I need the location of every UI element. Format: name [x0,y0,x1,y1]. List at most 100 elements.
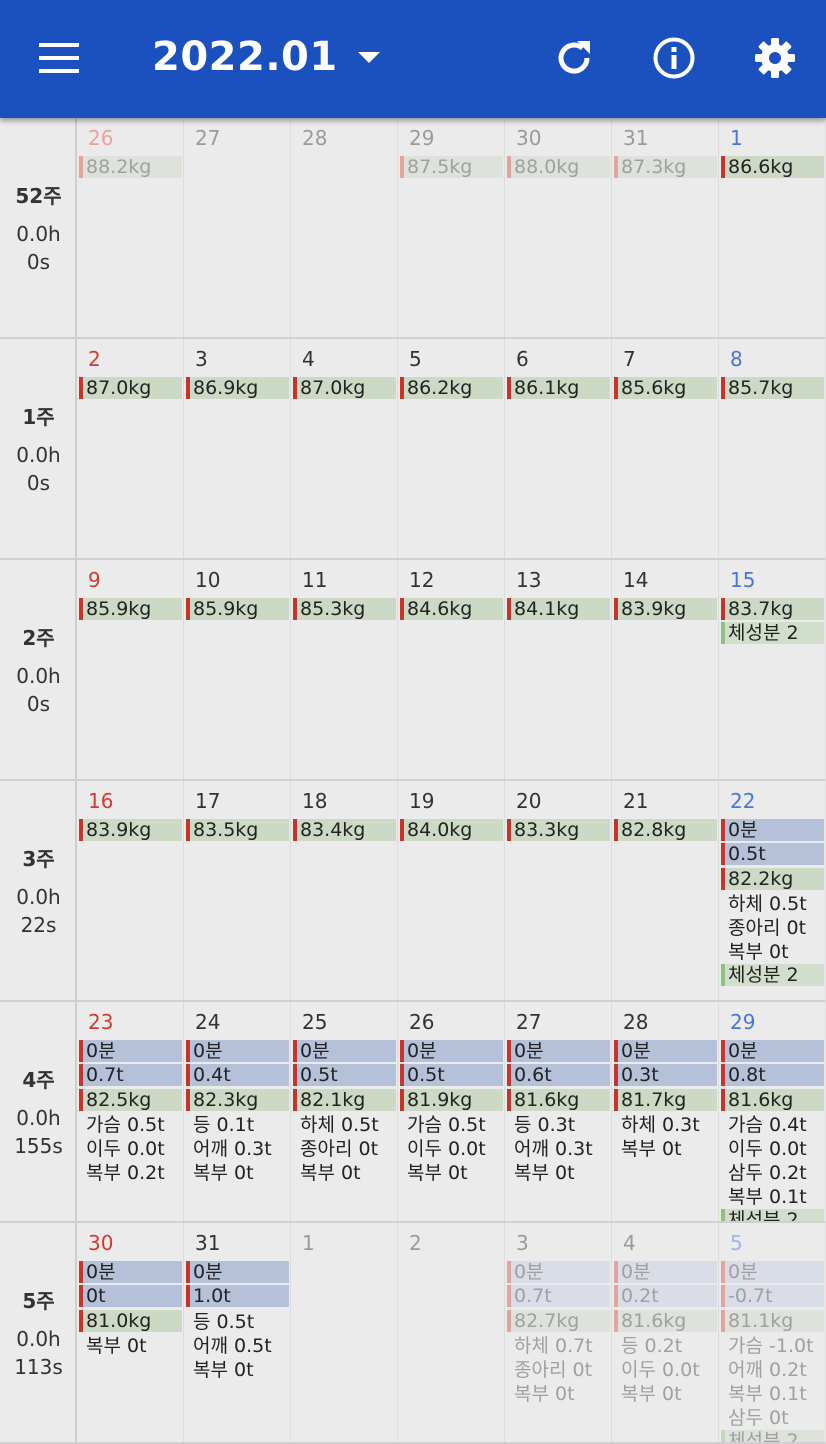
day-cell[interactable]: 28 0분 0.3t 81.7kg 하체 0.3t 복부 0t [612,1002,719,1221]
day-cell[interactable]: 18 83.4kg [291,781,398,1000]
day-cell[interactable]: 29 87.5kg [398,118,505,337]
weight-entry: 84.0kg [400,819,503,841]
day-cell[interactable]: 13 84.1kg [505,560,612,779]
week-summary[interactable]: 4주 0.0h 155s [0,1002,77,1221]
day-entries: 88.0kg [507,156,610,180]
workout-entry: -0.7t [721,1285,824,1308]
day-cell[interactable]: 24 0분 0.4t 82.3kg 등 0.1t 어깨 0.3t 복부 0t [184,1002,291,1221]
day-cell[interactable]: 27 [184,118,291,337]
day-cell[interactable]: 21 82.8kg [612,781,719,1000]
day-entries: 0분 0.6t 81.6kg 등 0.3t 어깨 0.3t 복부 0t [507,1040,610,1185]
day-cell[interactable]: 10 85.9kg [184,560,291,779]
workout-entry: 0.5t [400,1064,503,1087]
workout-entry: 0분 [186,1261,289,1283]
info-icon[interactable] [642,26,706,90]
week-summary[interactable]: 3주 0.0h 22s [0,781,77,1000]
workout-entry: 0.6t [507,1064,610,1087]
weight-entry: 87.3kg [614,156,717,178]
week-name: 5주 [22,1289,55,1313]
exercise-entry: 이두 0.0t [728,1137,807,1160]
day-cell[interactable]: 28 [291,118,398,337]
workout-entry: 0분 [614,1040,717,1062]
exercise-entry: 삼두 0.2t [728,1161,807,1184]
day-cell[interactable]: 19 84.0kg [398,781,505,1000]
day-cell[interactable]: 22 0분 0.5t 82.2kg 하체 0.5t 종아리 0t 복부 0t 체성분 2 [719,781,826,1000]
day-number: 29 [409,126,435,150]
month-title: 2022.01 [152,34,338,80]
day-number: 20 [516,789,542,813]
day-cell[interactable]: 6 86.1kg [505,339,612,558]
workout-entry: 0분 [614,1261,717,1283]
day-number: 6 [516,347,529,371]
day-cell[interactable]: 29 0분 0.8t 81.6kg 가슴 0.4t 이두 0.0t 삼두 0.2t 복부 0.… [719,1002,826,1221]
day-cell[interactable]: 27 0분 0.6t 81.6kg 등 0.3t 어깨 0.3t 복부 0t [505,1002,612,1221]
exercise-entry: 가슴 0.5t [407,1113,486,1136]
day-entries: 87.3kg [614,156,717,180]
day-number: 25 [302,1010,328,1034]
week-summary[interactable]: 2주 0.0h 0s [0,560,77,779]
day-cell[interactable]: 9 85.9kg [77,560,184,779]
day-cell[interactable]: 2 87.0kg [77,339,184,558]
day-cell[interactable]: 30 88.0kg [505,118,612,337]
exercise-entry: 종아리 0t [300,1137,379,1160]
weight-entry: 81.7kg [614,1088,717,1111]
day-entries: 83.9kg [79,819,182,843]
day-number: 10 [195,568,221,592]
day-cell[interactable]: 3 0분 0.7t 82.7kg 하체 0.7t 종아리 0t 복부 0t [505,1223,612,1442]
week-seconds: 155s [14,1134,63,1158]
week-row: 4주 0.0h 155s 23 0분 0.7t 82.5kg 가슴 0.5t 이두 0.0t 복부… [0,1002,826,1223]
workout-entry: 0분 [721,1040,824,1062]
exercise-entry: 가슴 0.5t [86,1113,165,1136]
day-cell[interactable]: 31 0분 1.0t 등 0.5t 어깨 0.5t 복부 0t [184,1223,291,1442]
day-entries: 86.9kg [186,377,289,401]
day-entries: 0분 0.5t 81.9kg 가슴 0.5t 이두 0.0t 복부 0t [400,1040,503,1185]
day-number: 17 [195,789,221,813]
day-cell[interactable]: 2 [398,1223,505,1442]
day-cell[interactable]: 15 83.7kg 체성분 2 [719,560,826,779]
day-cell[interactable]: 23 0분 0.7t 82.5kg 가슴 0.5t 이두 0.0t 복부 0.2t [77,1002,184,1221]
day-cell[interactable]: 26 0분 0.5t 81.9kg 가슴 0.5t 이두 0.0t 복부 0t [398,1002,505,1221]
day-cell[interactable]: 1 86.6kg [719,118,826,337]
exercise-entry: 복부 0t [514,1161,575,1184]
day-entries: 0분 0.4t 82.3kg 등 0.1t 어깨 0.3t 복부 0t [186,1040,289,1185]
exercise-entry: 등 0.1t [193,1113,255,1136]
day-cell[interactable]: 12 84.6kg [398,560,505,779]
weight-entry: 83.4kg [293,819,396,841]
day-number: 2 [409,1231,422,1255]
day-cell[interactable]: 26 88.2kg [77,118,184,337]
workout-entry: 0분 [507,1261,610,1283]
menu-icon[interactable] [27,26,91,90]
refresh-icon[interactable] [542,26,606,90]
exercise-entry: 복부 0t [86,1334,147,1357]
week-name: 1주 [22,405,55,429]
day-cell[interactable]: 11 85.3kg [291,560,398,779]
week-summary[interactable]: 52주 0.0h 0s [0,118,77,337]
day-number: 31 [195,1231,221,1255]
day-cell[interactable]: 4 0분 0.2t 81.6kg 등 0.2t 이두 0.0t 복부 0t [612,1223,719,1442]
day-cell[interactable]: 20 83.3kg [505,781,612,1000]
week-summary[interactable]: 5주 0.0h 113s [0,1223,77,1442]
day-number: 31 [623,126,649,150]
month-selector[interactable]: 2022.01 [152,34,380,80]
day-cell[interactable]: 5 0분 -0.7t 81.1kg 가슴 -1.0t 어깨 0.2t 복부 0.1t 삼두 0… [719,1223,826,1442]
day-cell[interactable]: 16 83.9kg [77,781,184,1000]
chevron-down-icon [357,51,380,63]
day-cell[interactable]: 1 [291,1223,398,1442]
day-cell[interactable]: 7 85.6kg [612,339,719,558]
weight-entry: 86.1kg [507,377,610,399]
day-cell[interactable]: 25 0분 0.5t 82.1kg 하체 0.5t 종아리 0t 복부 0t [291,1002,398,1221]
day-entries: 82.8kg [614,819,717,843]
day-cell[interactable]: 8 85.7kg [719,339,826,558]
day-cell[interactable]: 3 86.9kg [184,339,291,558]
day-cell[interactable]: 17 83.5kg [184,781,291,1000]
weight-entry: 81.6kg [614,1309,717,1332]
day-cell[interactable]: 14 83.9kg [612,560,719,779]
day-entries: 86.1kg [507,377,610,401]
week-summary[interactable]: 1주 0.0h 0s [0,339,77,558]
day-cell[interactable]: 4 87.0kg [291,339,398,558]
day-cell[interactable]: 31 87.3kg [612,118,719,337]
gear-icon[interactable] [743,26,807,90]
day-cell[interactable]: 5 86.2kg [398,339,505,558]
day-cell[interactable]: 30 0분 0t 81.0kg 복부 0t [77,1223,184,1442]
weight-entry: 87.0kg [293,377,396,399]
